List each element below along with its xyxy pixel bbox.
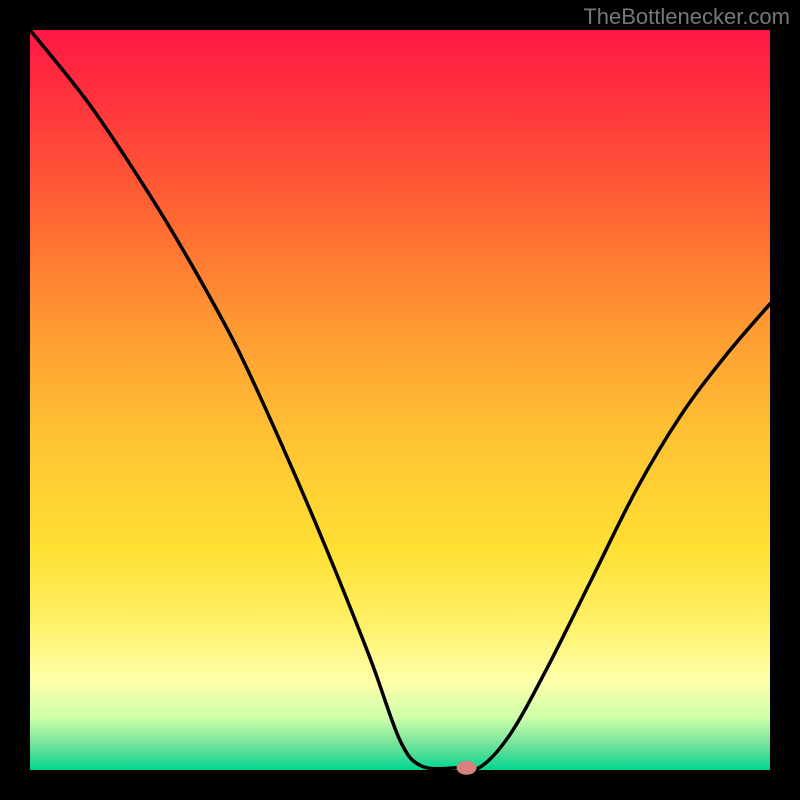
chart-background [30,30,770,770]
bottleneck-chart [0,0,800,800]
chart-container: TheBottlenecker.com [0,0,800,800]
watermark-text: TheBottlenecker.com [583,4,790,30]
optimal-marker [457,761,477,775]
